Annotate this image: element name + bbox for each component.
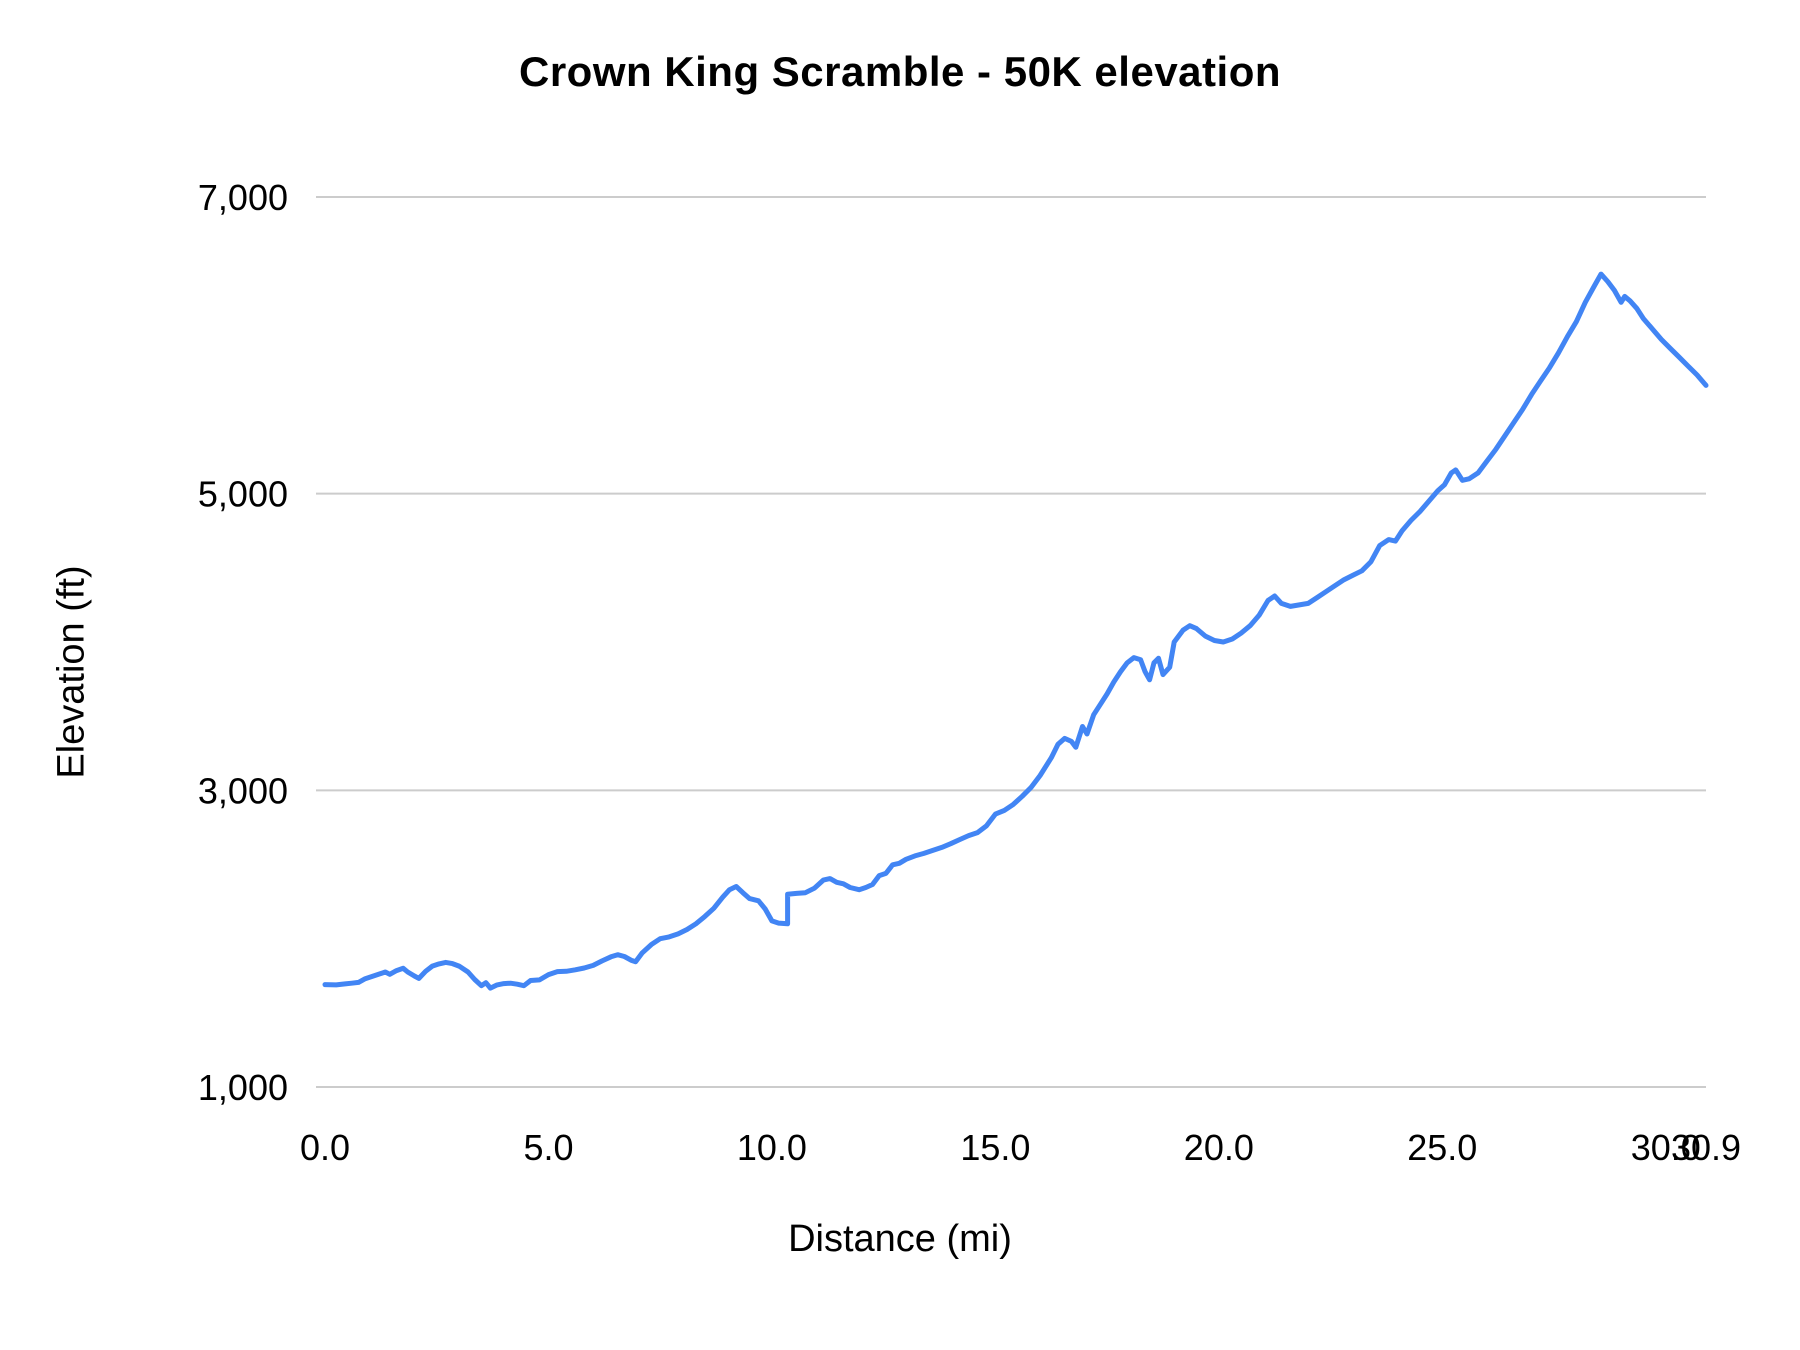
x-tick-label: 10.0: [737, 1127, 807, 1168]
x-tick-label: 20.0: [1184, 1127, 1254, 1168]
x-tick-label: 15.0: [960, 1127, 1030, 1168]
x-tick-label: 30.0: [1631, 1127, 1701, 1168]
y-tick-label: 1,000: [198, 1067, 288, 1108]
x-axis-title: Distance (mi): [788, 1218, 1012, 1260]
y-tick-label: 3,000: [198, 770, 288, 811]
y-tick-label: 7,000: [198, 177, 288, 218]
x-tick-label: 30.9: [1671, 1127, 1741, 1168]
chart-title: Crown King Scramble - 50K elevation: [518, 48, 1281, 95]
x-tick-label: 5.0: [523, 1127, 573, 1168]
y-tick-label: 5,000: [198, 474, 288, 515]
x-tick-label: 0.0: [300, 1127, 350, 1168]
x-tick-label: 25.0: [1407, 1127, 1477, 1168]
elevation-line: [322, 271, 1709, 991]
